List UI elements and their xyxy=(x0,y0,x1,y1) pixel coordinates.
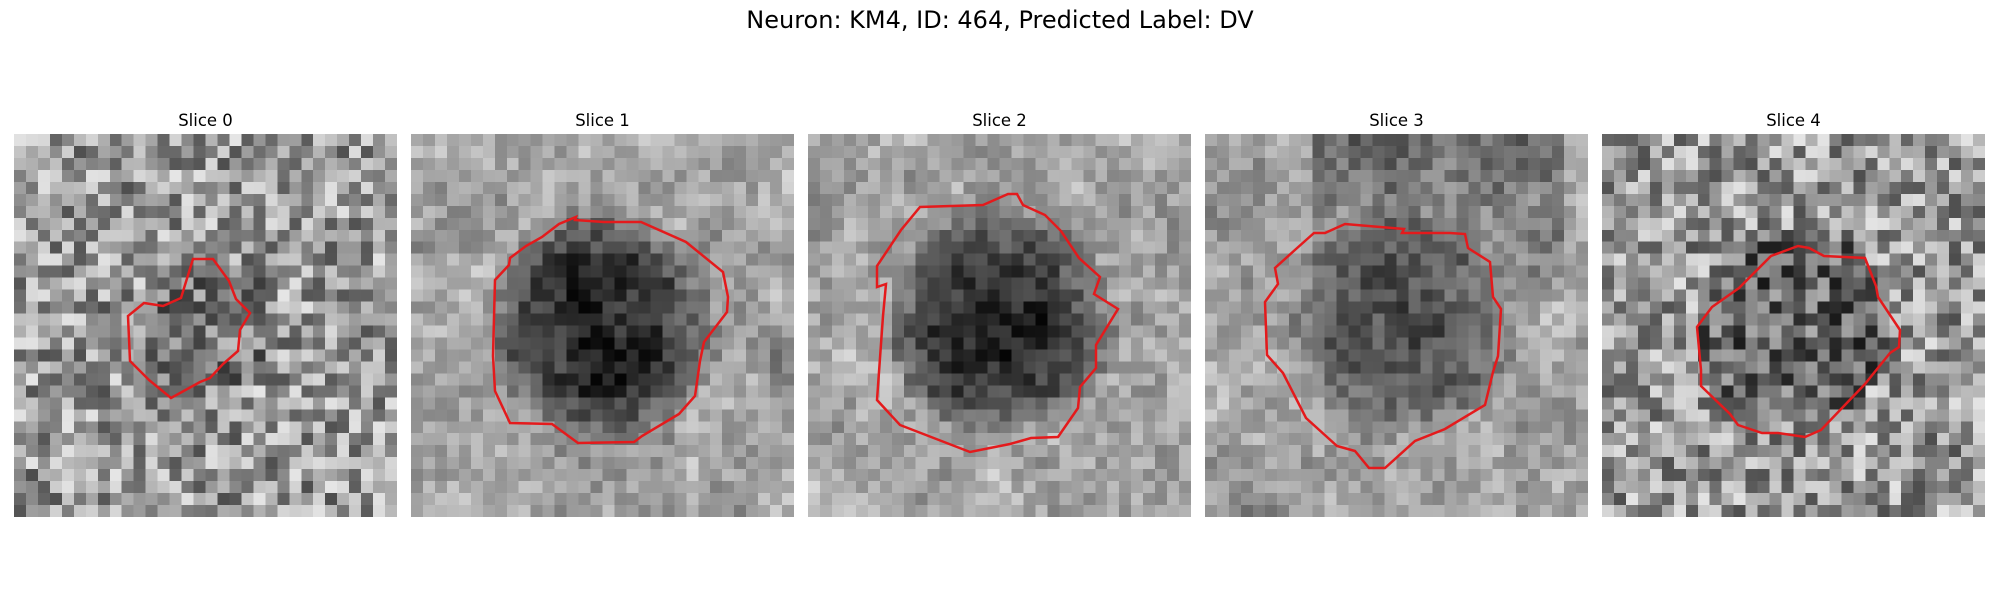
slice-title: Slice 2 xyxy=(972,111,1027,130)
neuron-contour xyxy=(875,192,1120,454)
microscopy-raster xyxy=(14,134,397,517)
figure-title: Neuron: KM4, ID: 464, Predicted Label: D… xyxy=(746,6,1254,34)
slice-panel-3: Slice 3 xyxy=(1205,110,1588,517)
slice-panel-1: Slice 1 xyxy=(411,110,794,517)
neuron-contour xyxy=(1263,222,1503,470)
slice-image xyxy=(1602,134,1985,517)
contour-outline xyxy=(491,214,730,445)
slice-title: Slice 1 xyxy=(575,111,630,130)
slice-title: Slice 4 xyxy=(1766,111,1821,130)
slice-panel-4: Slice 4 xyxy=(1602,110,1985,517)
slice-panel-2: Slice 2 xyxy=(808,110,1191,517)
microscopy-raster xyxy=(808,134,1191,517)
slice-panel-0: Slice 0 xyxy=(14,110,397,517)
slice-image xyxy=(1205,134,1588,517)
contour-outline xyxy=(126,257,252,400)
neuron-contour xyxy=(126,257,252,400)
microscopy-raster xyxy=(1205,134,1588,517)
slice-image xyxy=(808,134,1191,517)
microscopy-raster xyxy=(1602,134,1985,517)
neuron-contour xyxy=(1695,244,1902,439)
slice-image xyxy=(14,134,397,517)
contour-outline xyxy=(875,192,1120,454)
contour-outline xyxy=(1695,244,1902,439)
contour-outline xyxy=(1263,222,1503,470)
microscopy-raster xyxy=(411,134,794,517)
neuron-contour xyxy=(491,214,730,445)
slice-title: Slice 3 xyxy=(1369,111,1424,130)
slice-title: Slice 0 xyxy=(178,111,233,130)
slice-image xyxy=(411,134,794,517)
